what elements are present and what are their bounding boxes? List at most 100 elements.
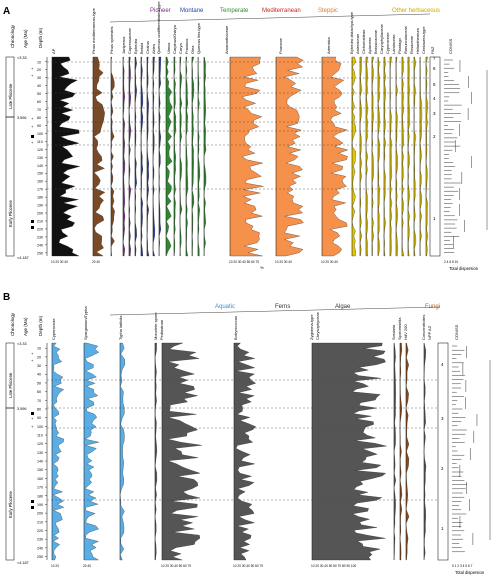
depth-tick: 80 [37, 116, 41, 120]
depth-tick: 220 [37, 529, 43, 533]
marker: + [31, 140, 34, 145]
epoch-label: Early Pliocene [8, 491, 13, 518]
herb-curve [419, 56, 423, 257]
group-header: Algae [335, 304, 351, 310]
taxon-label: Asteraceae [355, 33, 360, 54]
marker-square [31, 226, 34, 229]
herb-curve [365, 56, 369, 257]
taxon-label: Quercus undifferentiated-type [156, 1, 161, 54]
panel-a-zones: PAZ 7 6 5 4 3 2 1 [429, 46, 441, 257]
depth-tick: 170 [37, 486, 43, 490]
depth-tick: 200 [37, 212, 43, 216]
percent-ticks: 10 20 30 40 [51, 260, 68, 264]
taxon-label: Apiaceae [367, 37, 372, 54]
marker-square [31, 412, 34, 415]
depth-tick: 30 [37, 76, 41, 80]
zones-title: PAZ [430, 46, 435, 54]
depth-tick: 240 [37, 546, 43, 550]
percent-ticks: 10 20 [51, 564, 59, 568]
dispersion-label: Total dispersion [449, 266, 479, 271]
typha-curve [119, 342, 126, 561]
monolete-curve [154, 342, 158, 561]
panel-a-chronology: Chronology Age (Ma) Depth (m) Late Pliocene… [5, 24, 48, 260]
epoch-box-early [5, 116, 15, 257]
zone-column [429, 56, 441, 257]
taxon-label: AP [51, 48, 56, 54]
panel-b-taxon-labels: Cyperaceae Sparganium/Typha Typha latifoli… [51, 306, 432, 340]
percent-ticks: 10 20 30 40 50 60 70 [161, 564, 191, 568]
depth-tick: 10 [37, 60, 41, 64]
temperate-curve [179, 56, 183, 257]
herb-curve [413, 56, 417, 257]
depth-tick: 60 [37, 100, 41, 104]
taxon-label: Abies [151, 44, 156, 54]
taxon-label: Cyperaceae [51, 318, 56, 340]
depth-tick: 210 [37, 520, 43, 524]
taxon-label: Juniperus [121, 37, 126, 54]
taxon-label: Ephedra [133, 38, 138, 54]
zone-number: 5 [433, 82, 436, 87]
depth-tick: 230 [37, 235, 43, 239]
depth-tick: 50 [37, 92, 41, 96]
depth-tick: 10 [37, 347, 41, 351]
zone-number: 1 [441, 526, 444, 531]
depth-label: Depth (m) [38, 27, 43, 48]
group-header: Aquatic [215, 304, 235, 310]
taxon-label: Ephedra distachya-type [349, 11, 354, 54]
taxon-label: Olea [190, 45, 195, 54]
ap-curve [51, 56, 80, 257]
minor-taxon-curve [158, 56, 162, 257]
percent-ticks: 10 20 30 40 50 60 70 80 90 100 [311, 564, 356, 568]
depth-tick: 100 [37, 132, 43, 136]
coniss-label: CONISS [454, 324, 459, 340]
taxon-label: Cyperaceae [385, 32, 390, 54]
panel-a-label: A [3, 6, 10, 17]
panel-a-group-headers: Pioneer Montane Temperate Mediterranean Step… [109, 8, 440, 23]
herb-curve [401, 56, 405, 257]
minor-taxon-curve [140, 56, 144, 257]
depth-tick: 100 [37, 425, 43, 429]
marker: + [31, 351, 34, 356]
age-tick: <3.33 [17, 342, 27, 346]
taxon-label: Carpinus/Ostrya [172, 24, 177, 54]
header-rule [109, 306, 441, 316]
panel-b-coniss-dendrogram: CONISS 0 1 2 3 4 5 6 7 Total dispersion [452, 324, 491, 575]
taxon-label: Concentricites [421, 315, 426, 340]
marker: + [31, 66, 34, 71]
depth-tick: 140 [37, 164, 43, 168]
percent-ticks: 10 20 30 40 50 60 70 [229, 260, 259, 264]
marker-square [31, 135, 34, 138]
age-tick: <4.187 [17, 256, 29, 260]
taxon-label: Cichorioideae [361, 29, 366, 54]
depth-tick: 170 [37, 188, 43, 192]
depth-tick: 230 [37, 538, 43, 542]
group-header: Steppic [318, 8, 338, 14]
marker: + [31, 116, 34, 121]
taxon-label: Quercus ilex-type [196, 22, 201, 54]
sordaria-curve [393, 342, 396, 561]
herb-curve [425, 56, 429, 257]
minor-taxon-curve [134, 56, 137, 257]
depth-tick: 130 [37, 451, 43, 455]
taxon-label: Centaurea-type [421, 26, 426, 54]
herb-curve [383, 56, 387, 257]
dispersion-ticks: 0 1 2 3 4 5 6 7 [452, 564, 473, 568]
pinus-med-curve [92, 56, 106, 257]
depth-tick: 50 [37, 381, 41, 385]
depth-tick: 190 [37, 503, 43, 507]
taxon-label: Poaceae [278, 37, 283, 54]
taxon-label: Rosaceae [409, 35, 414, 54]
temperate-curve [191, 56, 195, 257]
minor-taxon-curve [152, 56, 156, 257]
panel-b: B Aquatic Ferns Algae Fungi Chronology Age (… [3, 292, 491, 575]
depth-tick: 250 [37, 251, 43, 255]
age-tick: <3.33 [17, 56, 27, 60]
taxon-label: Monolete spore [153, 312, 158, 340]
taxon-label: Zygnema-type [309, 314, 314, 340]
taxon-label: Carya [178, 43, 183, 54]
zone-number: 2 [441, 466, 444, 471]
panel-a-taxon-labels: AP Pinus mediterranean-type Pinus sylvestr… [51, 1, 426, 54]
herb-curve [371, 56, 375, 257]
marker-square [31, 506, 34, 509]
epoch-box-early [5, 407, 15, 561]
